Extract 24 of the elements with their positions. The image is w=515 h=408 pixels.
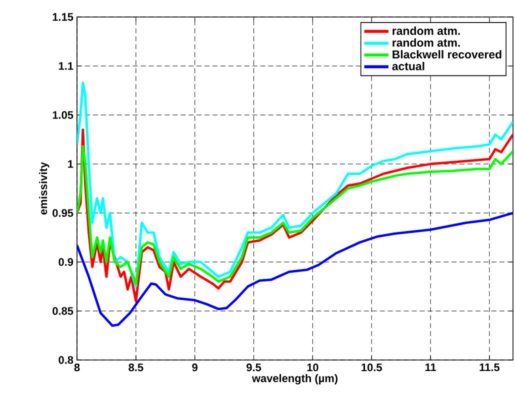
y-tick-label: 0.95 [52, 209, 74, 217]
line-series [77, 128, 514, 302]
y-tick-label: 1.15 [52, 13, 74, 21]
y-axis-title: emissivity [39, 162, 50, 215]
y-tick-label: 0.85 [52, 307, 74, 315]
x-tick-label: 11.5 [480, 364, 500, 372]
legend-label: Blackwell recovered [392, 50, 502, 59]
y-tick-label: 1.05 [52, 111, 74, 119]
legend-label: random atm. [392, 26, 460, 35]
legend-label: actual [392, 62, 424, 70]
x-tick-label: 10.5 [362, 364, 382, 372]
x-tick-label: 11 [425, 364, 436, 372]
y-tick-label: 1 [68, 160, 74, 168]
legend-label: random atm. [392, 38, 460, 47]
x-axis-title: wavelength (µm) [252, 374, 338, 384]
y-tick-label: 0.9 [58, 258, 74, 266]
x-tick-label: 10 [307, 364, 318, 372]
x-tick-label: 9.5 [246, 364, 262, 372]
line-series [77, 212, 514, 327]
y-tick-label: 1.1 [58, 62, 74, 70]
x-tick-label: 9 [192, 364, 198, 372]
x-tick-label: 8 [74, 364, 80, 372]
x-tick-label: 8.5 [128, 364, 144, 372]
y-tick-label: 0.8 [58, 356, 74, 364]
